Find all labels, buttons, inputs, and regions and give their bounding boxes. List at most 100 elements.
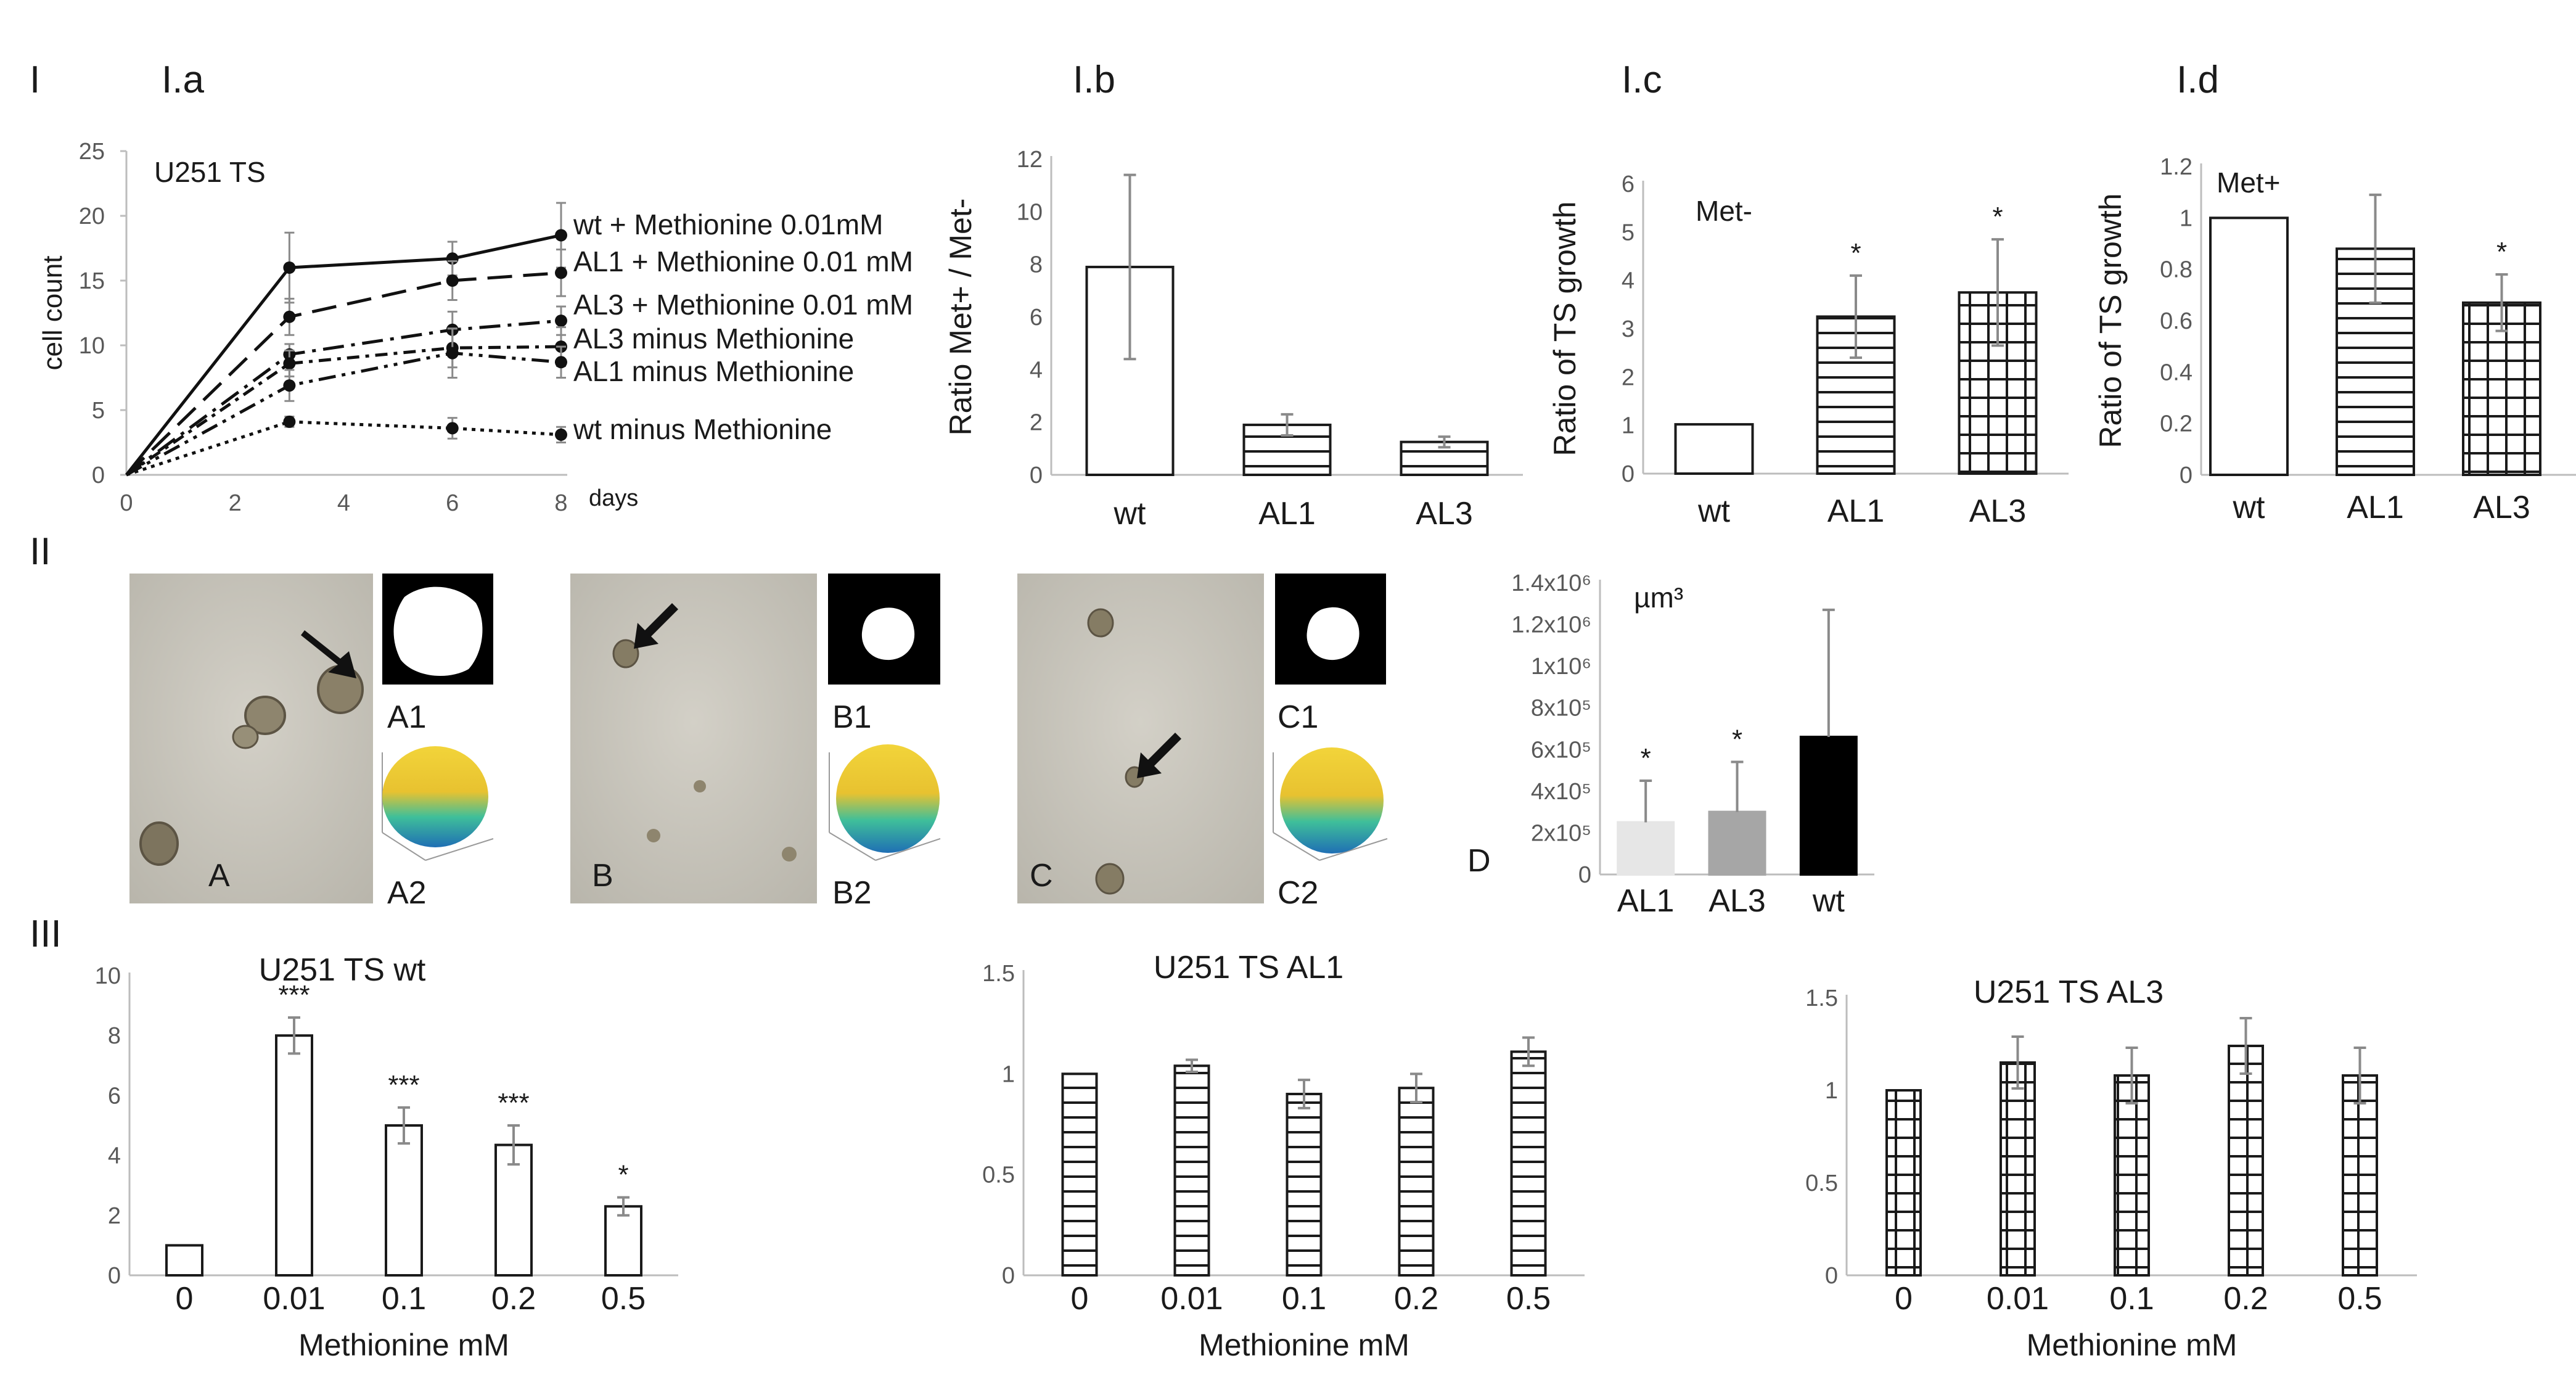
category-label: AL1 bbox=[1258, 496, 1316, 532]
category-label: 0.01 bbox=[1160, 1281, 1223, 1317]
y-tick-label: 0 bbox=[1030, 463, 1043, 488]
significance-marker: * bbox=[1732, 725, 1742, 755]
mask-blob-icon bbox=[1306, 607, 1360, 660]
y-tick-label: 4x10⁵ bbox=[1531, 779, 1591, 805]
series-line bbox=[125, 352, 562, 477]
data-point bbox=[446, 347, 459, 360]
x-axis-label: Methionine mM bbox=[2027, 1328, 2238, 1362]
line-chart-cell-count: 0 5 10 15 20 25 0 2 4 6 8 days cell count U251 TS wt +… bbox=[38, 139, 913, 516]
significance-marker: * bbox=[618, 1160, 628, 1190]
chart-title: U251 TS bbox=[154, 156, 266, 188]
category-label: 0.1 bbox=[382, 1281, 426, 1317]
bar-chart-volume: 0 2x10⁵ 4x10⁵ 6x10⁵ 8x10⁵ 1x10⁶ 1.2x10⁶ 1.4x10⁶… bbox=[1467, 570, 1874, 919]
y-tick-label: 8 bbox=[108, 1023, 121, 1049]
surface-icon bbox=[836, 744, 940, 853]
image-label-C: C bbox=[1030, 858, 1053, 894]
microscopy-photo-C bbox=[1017, 574, 1264, 903]
category-label: 0 bbox=[176, 1281, 194, 1317]
image-label-A: A bbox=[208, 858, 230, 894]
spheroid-icon bbox=[612, 639, 639, 668]
arrow-icon bbox=[1137, 733, 1181, 778]
y-tick-label: 10 bbox=[95, 963, 121, 989]
x-tick-label: 2 bbox=[229, 490, 242, 516]
series-line bbox=[125, 271, 562, 476]
y-tick-label: 0.6 bbox=[2160, 308, 2192, 334]
bar-0.1 bbox=[2114, 1074, 2150, 1277]
category-label: AL1 bbox=[1827, 493, 1885, 529]
bar-0.1 bbox=[1286, 1093, 1323, 1277]
y-tick-label: 15 bbox=[79, 268, 105, 294]
y-tick-label: 6 bbox=[1030, 305, 1043, 331]
chart-title: U251 TS wt bbox=[259, 952, 426, 988]
y-tick-label: 0 bbox=[2180, 463, 2192, 488]
data-point bbox=[283, 357, 296, 370]
category-label: 0.1 bbox=[1282, 1281, 1326, 1317]
bar-0 bbox=[1885, 1089, 1922, 1277]
category-label: AL3 bbox=[1969, 493, 2027, 529]
y-axis-label: cell count bbox=[38, 256, 68, 371]
significance-marker: *** bbox=[498, 1088, 529, 1118]
bar-chart-al1-methionine: 0 0.5 1 1.5 0 0.01 0.1 0.2 0.5 Methionine mM U251 … bbox=[982, 950, 1585, 1362]
y-tick-label: 10 bbox=[79, 333, 105, 359]
category-label: wt bbox=[1812, 883, 1845, 919]
category-label: 0.2 bbox=[1394, 1281, 1438, 1317]
category-label: AL3 bbox=[2473, 490, 2530, 525]
data-point bbox=[555, 229, 567, 242]
significance-marker: * bbox=[1850, 238, 1861, 268]
series-line bbox=[125, 234, 562, 476]
image-group-A: A A1 A2 bbox=[129, 574, 494, 911]
image-group-B: B B1 B2 bbox=[570, 574, 941, 911]
spheroid-icon bbox=[782, 847, 797, 862]
x-tick-label: 6 bbox=[446, 490, 459, 516]
y-tick-label: 4 bbox=[1622, 268, 1635, 294]
y-tick-label: 1.2x10⁶ bbox=[1511, 612, 1591, 638]
data-point bbox=[446, 422, 459, 435]
mask-blob-icon bbox=[861, 607, 915, 660]
series-label: AL3 + Methionine 0.01 mM bbox=[573, 289, 913, 321]
surface-plot-C2 bbox=[1273, 747, 1388, 861]
arrow-icon bbox=[634, 603, 678, 649]
bar-chart-wt-methionine: 0 2 4 6 8 10 0 *** 0.01 *** 0.1 *** 0.2 * 0.5 Methionin… bbox=[95, 952, 678, 1362]
y-tick-label: 1.2 bbox=[2160, 154, 2192, 180]
bar-chart-al3-methionine: 0 0.5 1 1.5 0 0.01 0.1 0.2 0.5 Methionine mM U251 … bbox=[1805, 974, 2417, 1362]
chart-title: U251 TS AL1 bbox=[1154, 950, 1343, 985]
image-label-C2: C2 bbox=[1278, 875, 1318, 911]
category-label: wt bbox=[1697, 493, 1731, 529]
bar-0.01 bbox=[1173, 1064, 1210, 1277]
y-tick-label: 0 bbox=[1622, 461, 1635, 487]
y-tick-label: 4 bbox=[1030, 357, 1043, 383]
category-label: AL1 bbox=[1617, 883, 1675, 919]
y-tick-label: 6x10⁵ bbox=[1531, 737, 1591, 763]
data-point bbox=[555, 315, 567, 327]
y-tick-label: 1.5 bbox=[982, 961, 1015, 987]
y-tick-label: 1 bbox=[2180, 205, 2192, 231]
y-tick-label: 25 bbox=[79, 139, 105, 165]
x-tick-label: 0 bbox=[120, 490, 133, 516]
data-point bbox=[283, 379, 296, 392]
bar-0.1 bbox=[385, 1124, 423, 1277]
image-label-A1: A1 bbox=[387, 699, 427, 735]
significance-marker: *** bbox=[388, 1070, 419, 1100]
bar-chart-growth-met-plus: 0 0.2 0.4 0.6 0.8 1 1.2 wt AL1 * AL3 Ratio of TS gr… bbox=[2093, 154, 2576, 525]
bar-0.5 bbox=[604, 1205, 642, 1277]
y-tick-label: 12 bbox=[1017, 147, 1043, 173]
y-tick-label: 1 bbox=[1622, 413, 1635, 439]
bar-0.5 bbox=[2342, 1074, 2378, 1277]
category-label: 0.5 bbox=[1506, 1281, 1551, 1317]
y-tick-label: 1.5 bbox=[1805, 985, 1838, 1011]
spheroid-icon bbox=[1095, 863, 1125, 895]
y-tick-label: 1x10⁶ bbox=[1531, 654, 1591, 680]
category-label: 0.01 bbox=[1987, 1281, 2049, 1317]
data-point bbox=[283, 261, 296, 274]
x-tick-label: 4 bbox=[337, 490, 350, 516]
panel-label-II: II bbox=[30, 530, 51, 573]
chart-title: U251 TS AL3 bbox=[1974, 974, 2164, 1010]
significance-marker: * bbox=[2496, 237, 2507, 267]
series-label: AL1 + Methionine 0.01 mM bbox=[573, 245, 913, 278]
y-axis-label: Ratio of TS growth bbox=[2093, 193, 2128, 448]
spheroid-icon bbox=[244, 696, 286, 735]
bar-chart-growth-met-minus: 0 1 2 3 4 5 6 wt * AL1 * AL3 Ratio of TS growth Met- bbox=[1548, 171, 2069, 529]
significance-marker: * bbox=[1641, 743, 1651, 773]
data-point bbox=[283, 415, 296, 428]
